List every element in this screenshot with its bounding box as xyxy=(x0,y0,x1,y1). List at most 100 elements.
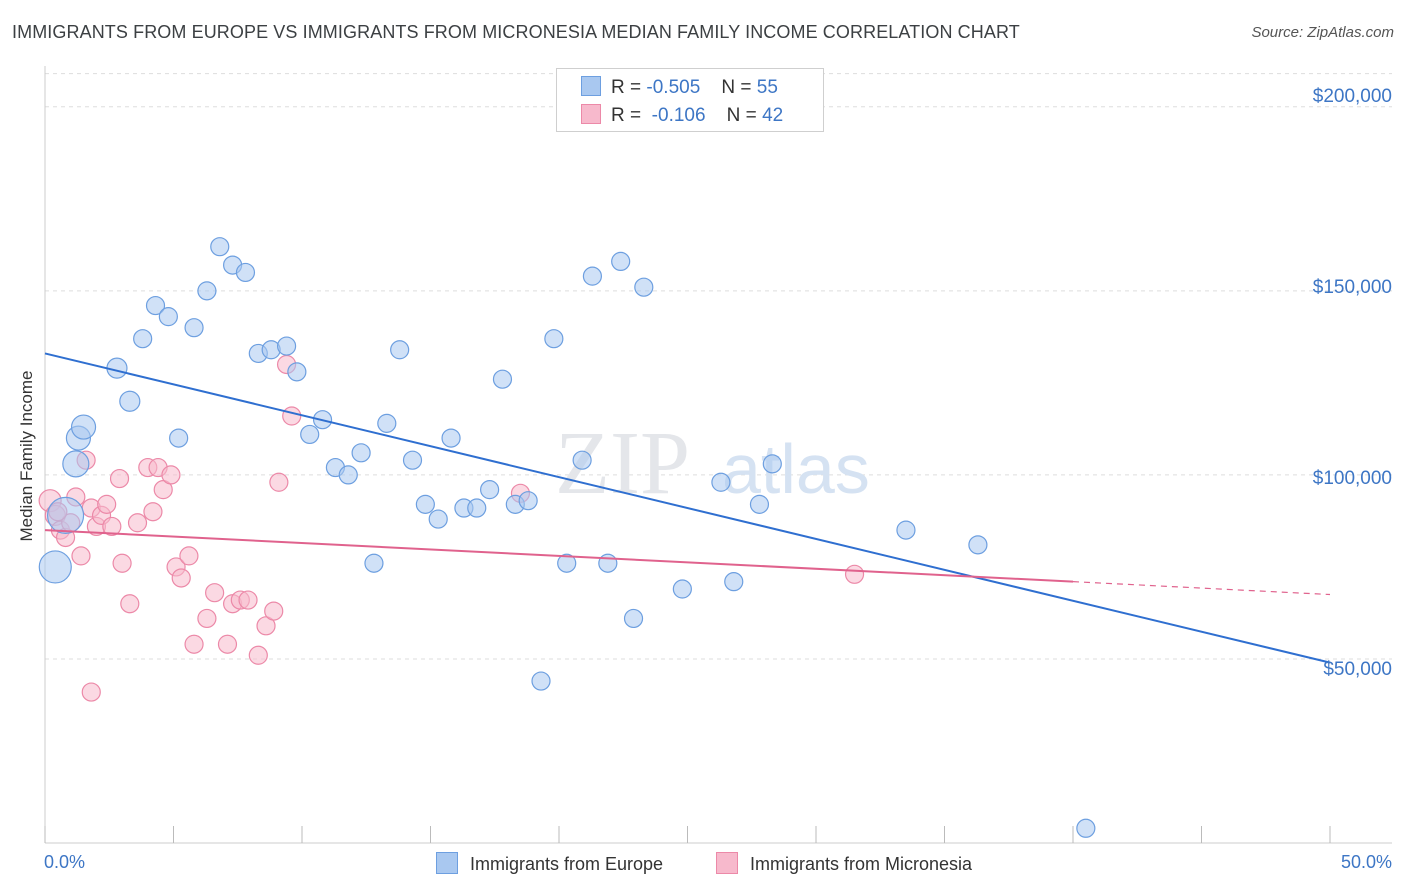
europe-point xyxy=(572,450,592,470)
europe-point xyxy=(598,553,618,573)
micronesia-point xyxy=(197,608,217,629)
europe-point xyxy=(364,553,384,573)
europe-point xyxy=(467,498,487,518)
micronesia-point xyxy=(120,594,140,614)
europe-point xyxy=(749,494,770,514)
europe-point xyxy=(377,413,397,433)
micronesia-point xyxy=(179,546,199,566)
europe-point xyxy=(119,390,141,412)
europe-point xyxy=(428,509,448,529)
micronesia-point xyxy=(248,645,268,665)
y-tick-label: $200,000 xyxy=(1312,86,1392,107)
r-label: R = xyxy=(611,77,642,98)
europe-swatch xyxy=(581,76,601,96)
watermark: ZIP atlas xyxy=(555,414,870,513)
europe-point xyxy=(711,472,731,492)
europe-point xyxy=(582,266,603,286)
europe-point xyxy=(402,450,423,470)
micronesia-point xyxy=(282,406,302,426)
watermark-atlas: atlas xyxy=(722,430,870,508)
micronesia-point xyxy=(256,616,276,636)
n-label: N = xyxy=(726,105,757,126)
y-tick-label: $50,000 xyxy=(1323,659,1392,680)
micronesia-point xyxy=(171,568,191,588)
europe-point xyxy=(1076,818,1096,838)
europe-point xyxy=(544,329,564,349)
n-label: N = xyxy=(721,77,752,98)
europe-point xyxy=(634,277,654,297)
europe-point xyxy=(197,281,217,301)
y-axis-label: Median Family Income xyxy=(17,370,36,542)
europe-trend-line xyxy=(44,352,1331,664)
micronesia-trend-line xyxy=(44,529,1074,583)
europe-point xyxy=(351,443,371,463)
europe-point xyxy=(300,424,320,445)
micronesia-point xyxy=(71,546,91,566)
europe-legend-swatch xyxy=(436,852,458,874)
europe-point xyxy=(70,414,97,440)
grid-lines xyxy=(45,73,1392,660)
micronesia-point xyxy=(153,480,173,500)
legend-row-europe: R = -0.505 N = 55 xyxy=(581,76,778,99)
europe-point xyxy=(158,307,178,327)
micronesia-point xyxy=(217,634,238,654)
micronesia-swatch xyxy=(581,104,601,124)
europe-point xyxy=(210,237,230,257)
legend-row-micronesia: R = -0.106 N = 42 xyxy=(581,104,783,127)
chart-title: IMMIGRANTS FROM EUROPE VS IMMIGRANTS FRO… xyxy=(12,22,1020,42)
micronesia-point xyxy=(102,516,122,537)
micronesia-trend-extension xyxy=(1072,581,1331,596)
europe-point xyxy=(896,520,916,540)
micronesia-points xyxy=(38,354,865,702)
micronesia-legend-swatch xyxy=(716,852,738,874)
europe-points xyxy=(38,237,1096,838)
europe-point xyxy=(415,494,435,514)
europe-point xyxy=(46,496,85,534)
europe-point xyxy=(441,428,461,448)
n-value-europe: 55 xyxy=(756,77,778,98)
r-value-micronesia: -0.106 xyxy=(651,105,706,126)
x-tick-label: 50.0% xyxy=(1340,852,1392,872)
europe-point xyxy=(724,572,744,592)
y-tick-label: $150,000 xyxy=(1312,277,1392,298)
europe-point xyxy=(287,362,307,382)
europe-point xyxy=(557,553,577,573)
europe-point xyxy=(145,295,166,316)
europe-point xyxy=(133,329,153,349)
y-tick-label: $100,000 xyxy=(1312,468,1392,489)
micronesia-point xyxy=(109,468,130,489)
legend-item-micronesia: Immigrants from Micronesia xyxy=(716,852,972,875)
micronesia-point xyxy=(844,564,865,584)
micronesia-point xyxy=(269,472,289,492)
micronesia-point xyxy=(264,601,284,621)
europe-point xyxy=(62,450,90,478)
micronesia-point xyxy=(127,513,148,533)
europe-point xyxy=(169,428,189,448)
legend-label-micronesia: Immigrants from Micronesia xyxy=(750,854,973,874)
europe-point xyxy=(235,262,256,283)
europe-point xyxy=(611,251,631,272)
micronesia-point xyxy=(143,502,163,522)
europe-point xyxy=(276,336,297,356)
n-value-micronesia: 42 xyxy=(762,105,784,126)
r-value-europe: -0.505 xyxy=(646,77,701,98)
legend-item-europe: Immigrants from Europe xyxy=(436,852,663,875)
micronesia-point xyxy=(161,465,181,485)
micronesia-point xyxy=(238,590,258,610)
europe-point xyxy=(184,318,204,338)
x-tick-label: 0.0% xyxy=(44,852,86,872)
europe-point xyxy=(480,480,500,500)
source-label: Source: ZipAtlas.com xyxy=(1251,24,1394,41)
europe-point xyxy=(968,535,988,555)
europe-point xyxy=(623,608,644,629)
micronesia-point xyxy=(97,494,117,514)
stats-legend: R = -0.505 N = 55 R = -0.106 N = 42 xyxy=(556,68,824,132)
europe-point xyxy=(531,671,551,691)
legend-label-europe: Immigrants from Europe xyxy=(470,854,664,874)
trend-lines xyxy=(44,352,1331,664)
europe-point xyxy=(338,465,358,485)
micronesia-point xyxy=(205,583,225,603)
r-label: R = xyxy=(611,105,642,126)
europe-point xyxy=(492,369,513,389)
